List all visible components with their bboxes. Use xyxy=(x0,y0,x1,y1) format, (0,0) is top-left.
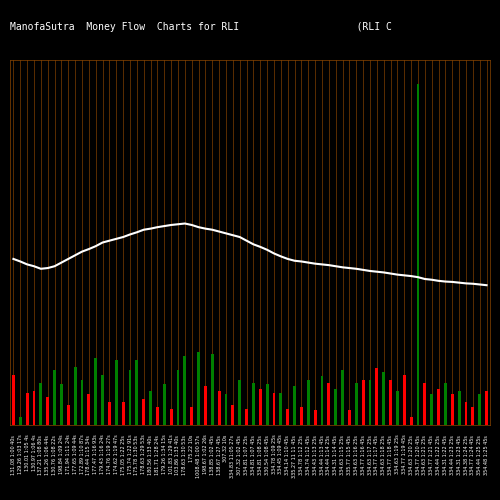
Bar xyxy=(67,404,70,425)
Bar xyxy=(136,360,138,425)
Bar xyxy=(478,394,481,425)
Bar xyxy=(403,374,406,425)
Bar xyxy=(40,383,42,425)
Bar xyxy=(60,384,63,425)
Bar xyxy=(122,402,124,425)
Bar xyxy=(259,388,262,425)
Bar xyxy=(46,398,49,425)
Bar xyxy=(464,402,468,425)
Bar xyxy=(430,394,433,425)
Bar xyxy=(376,368,378,425)
Bar xyxy=(314,410,316,425)
Bar xyxy=(197,352,200,425)
Bar xyxy=(320,376,324,425)
Bar xyxy=(328,383,330,425)
Bar xyxy=(286,409,289,425)
Bar xyxy=(32,391,35,425)
Bar xyxy=(396,391,399,425)
Bar xyxy=(280,392,282,425)
Bar xyxy=(245,409,248,425)
Bar xyxy=(424,383,426,425)
Bar xyxy=(115,360,117,425)
Bar xyxy=(156,407,159,425)
Bar xyxy=(334,388,337,425)
Bar xyxy=(252,383,255,425)
Bar xyxy=(190,407,193,425)
Bar xyxy=(108,402,111,425)
Bar xyxy=(88,394,90,425)
Bar xyxy=(218,391,220,425)
Bar xyxy=(211,354,214,425)
Bar xyxy=(26,392,29,425)
Bar xyxy=(355,383,358,425)
Bar xyxy=(204,386,207,425)
Text: ManofaSutra  Money Flow  Charts for RLI                    (RLI C               : ManofaSutra Money Flow Charts for RLI (R… xyxy=(10,22,500,32)
Bar xyxy=(485,391,488,425)
Bar xyxy=(416,84,420,425)
Bar xyxy=(341,370,344,425)
Bar xyxy=(184,356,186,425)
Bar xyxy=(368,380,372,425)
Bar xyxy=(458,391,460,425)
Bar xyxy=(307,380,310,425)
Bar xyxy=(300,407,303,425)
Bar xyxy=(170,409,172,425)
Bar xyxy=(128,370,132,425)
Bar xyxy=(149,391,152,425)
Bar xyxy=(232,404,234,425)
Bar xyxy=(142,399,145,425)
Bar xyxy=(389,380,392,425)
Bar xyxy=(451,394,454,425)
Bar xyxy=(80,380,84,425)
Bar xyxy=(410,417,412,425)
Bar xyxy=(362,380,364,425)
Bar xyxy=(176,370,180,425)
Bar xyxy=(53,370,56,425)
Bar xyxy=(348,410,351,425)
Bar xyxy=(444,383,447,425)
Bar xyxy=(12,374,15,425)
Bar xyxy=(437,388,440,425)
Bar xyxy=(382,372,385,425)
Bar xyxy=(238,380,241,425)
Bar xyxy=(472,407,474,425)
Bar xyxy=(19,417,22,425)
Bar xyxy=(74,366,76,425)
Bar xyxy=(94,358,97,425)
Bar xyxy=(163,384,166,425)
Bar xyxy=(272,392,276,425)
Bar xyxy=(101,374,104,425)
Bar xyxy=(293,386,296,425)
Bar xyxy=(224,394,228,425)
Bar xyxy=(266,384,268,425)
